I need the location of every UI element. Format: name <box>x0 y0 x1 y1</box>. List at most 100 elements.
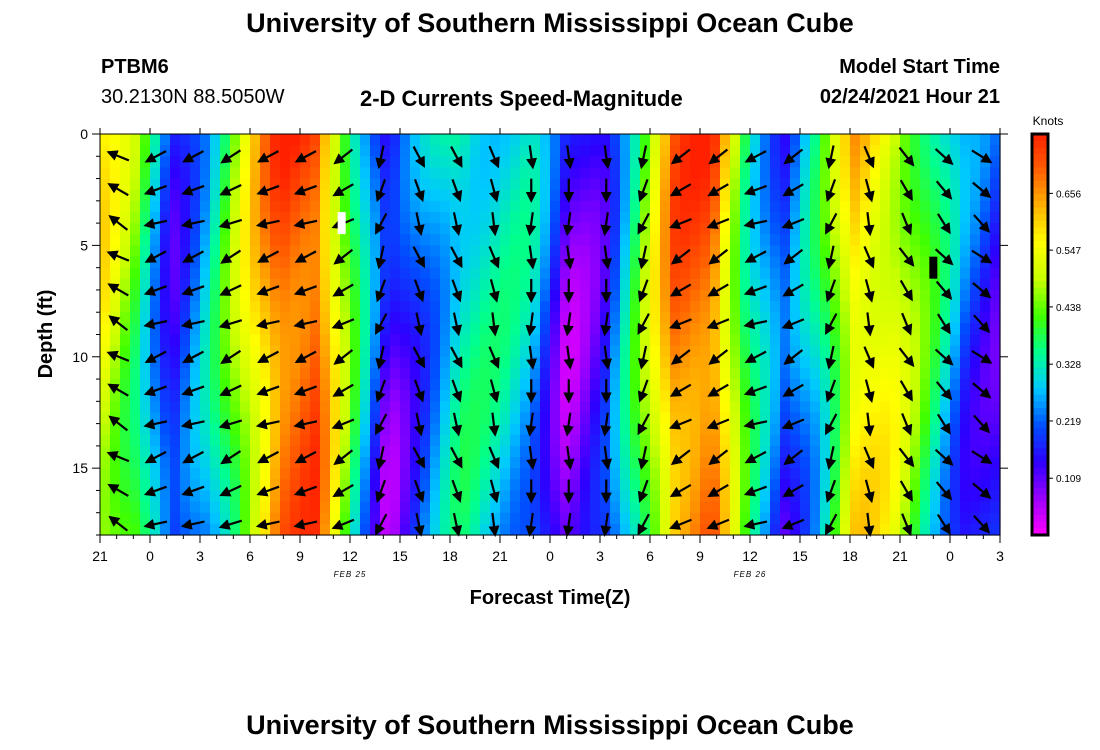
heatmap-cell <box>560 211 571 224</box>
heatmap-cell <box>800 423 811 436</box>
heatmap-cell <box>890 312 901 324</box>
heatmap-cell <box>280 312 291 324</box>
heatmap-cell <box>110 367 121 380</box>
heatmap-cell <box>890 223 901 235</box>
heatmap-cell <box>960 523 971 536</box>
heatmap-cell <box>540 468 551 480</box>
heatmap-cell <box>510 211 521 224</box>
heatmap-cell <box>230 145 241 157</box>
heatmap-cell <box>120 301 131 313</box>
heatmap-cell <box>800 345 811 358</box>
heatmap-cell <box>990 512 1001 525</box>
heatmap-cell <box>190 445 201 458</box>
heatmap-cell <box>420 223 431 235</box>
heatmap-cell <box>930 289 941 302</box>
heatmap-cell <box>420 145 431 157</box>
heatmap-cell <box>490 267 501 280</box>
heatmap-cell <box>660 490 671 503</box>
heatmap-cell <box>620 134 631 146</box>
heatmap-cell <box>790 379 801 391</box>
heatmap-cell <box>630 479 641 492</box>
heatmap-cell <box>520 289 531 302</box>
heatmap-cell <box>400 390 411 402</box>
heatmap-cell <box>300 323 311 336</box>
heatmap-cell <box>700 178 711 191</box>
heatmap-cell <box>210 301 221 313</box>
heatmap-cell <box>670 345 681 358</box>
heatmap-cell <box>910 234 921 246</box>
heatmap-cell <box>250 379 261 391</box>
heatmap-cell <box>300 512 311 525</box>
heatmap-cell <box>800 401 811 414</box>
heatmap-cell <box>320 423 331 436</box>
current-vector-arrow <box>489 279 500 303</box>
heatmap-cell <box>840 345 851 358</box>
heatmap-cell <box>750 323 761 336</box>
heatmap-cell <box>470 434 481 447</box>
heatmap-cell <box>700 256 711 269</box>
heatmap-cell <box>800 267 811 280</box>
heatmap-cell <box>720 189 731 202</box>
current-vector-arrow <box>706 518 730 530</box>
heatmap-cell <box>290 267 301 280</box>
heatmap-cell <box>980 167 991 180</box>
heatmap-cell <box>310 379 321 391</box>
current-vector-arrow <box>413 178 425 203</box>
heatmap-cell <box>180 323 191 336</box>
heatmap-cell <box>480 189 491 202</box>
heatmap-cell <box>810 312 821 324</box>
heatmap-cell <box>690 278 701 291</box>
heatmap-cell <box>600 434 611 447</box>
heatmap-cell <box>850 189 861 202</box>
heatmap-cell <box>200 289 211 302</box>
heatmap-cell <box>980 434 991 447</box>
heatmap-cell <box>170 390 181 402</box>
current-vector-arrow <box>220 249 242 264</box>
heatmap-cell <box>380 512 391 525</box>
heatmap-cell <box>820 468 831 480</box>
heatmap-cell <box>420 211 431 224</box>
heatmap-cell <box>820 256 831 269</box>
heatmap-cell <box>520 312 531 324</box>
heatmap-cell <box>420 412 431 425</box>
heatmap-cell <box>300 501 311 514</box>
heatmap-cell <box>970 445 981 458</box>
heatmap-cell <box>420 501 431 514</box>
heatmap-cell <box>350 490 361 503</box>
heatmap-cell <box>190 156 201 169</box>
heatmap-cell <box>510 457 521 469</box>
current-vector-arrow <box>600 412 612 437</box>
heatmap-cell <box>430 301 441 313</box>
heatmap-cell <box>130 134 141 146</box>
colorbar-tick-label: 0.547 <box>1056 246 1081 257</box>
heatmap-cell <box>580 523 591 536</box>
heatmap-cell <box>340 334 351 347</box>
heatmap-cell <box>280 189 291 202</box>
heatmap-cell <box>210 401 221 414</box>
heatmap-cell <box>670 278 681 291</box>
current-vector-arrow <box>744 450 767 464</box>
heatmap-cell <box>530 301 541 313</box>
current-vector-arrow <box>255 218 280 229</box>
heatmap-cell <box>380 223 391 235</box>
heatmap-cell <box>840 234 851 246</box>
heatmap-cell <box>290 457 301 469</box>
heatmap-cell <box>110 156 121 169</box>
heatmap-cell <box>590 278 601 291</box>
heatmap-cell <box>930 423 941 436</box>
heatmap-cell <box>160 211 171 224</box>
heatmap-cell <box>260 134 271 146</box>
current-vector-arrow <box>108 415 129 432</box>
heatmap-cell <box>860 301 871 313</box>
colorbar-swatch <box>1032 140 1048 148</box>
heatmap-cell <box>660 379 671 391</box>
heatmap-cell <box>290 501 301 514</box>
heatmap-cell <box>310 189 321 202</box>
heatmap-cell <box>860 267 871 280</box>
heatmap-cell <box>210 267 221 280</box>
heatmap-cell <box>500 145 511 157</box>
heatmap-cell <box>780 367 791 380</box>
heatmap-cell <box>230 434 241 447</box>
heatmap-cell <box>650 468 661 480</box>
heatmap-cell <box>270 145 281 157</box>
